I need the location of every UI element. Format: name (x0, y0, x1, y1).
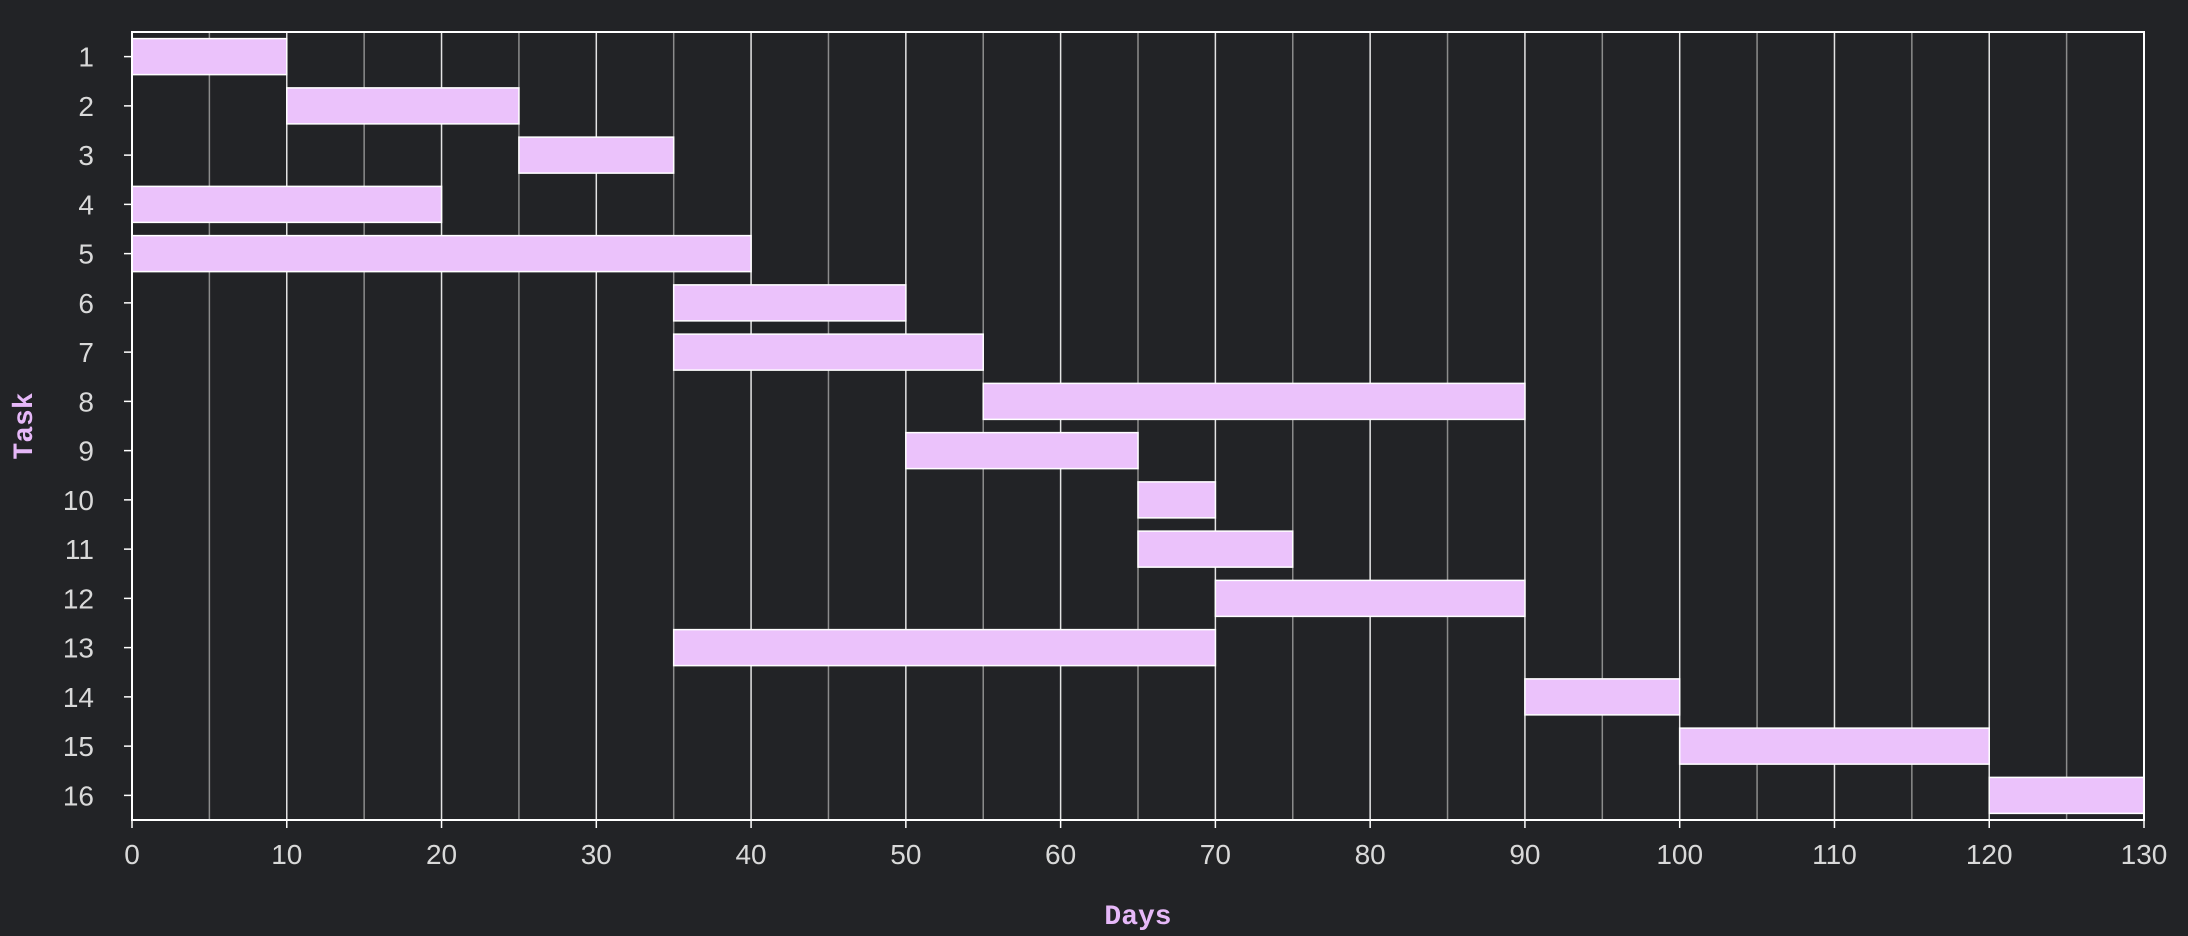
y-tick-label: 15 (63, 731, 94, 762)
y-tick-label: 10 (63, 485, 94, 516)
task-bars (131, 37, 2145, 815)
task-bar-13 (672, 628, 1217, 667)
x-tick-label: 0 (124, 839, 140, 870)
task-bar-8 (982, 382, 1526, 421)
x-tick-label: 120 (1966, 839, 2013, 870)
y-tick-label: 2 (78, 91, 94, 122)
task-bar-16 (1988, 776, 2145, 815)
y-tick-label: 6 (78, 288, 94, 319)
y-tick-label: 1 (78, 42, 94, 73)
y-tick-label: 12 (63, 583, 94, 614)
y-tick-label: 16 (63, 780, 94, 811)
x-tick-label: 40 (735, 839, 766, 870)
x-tick-label: 20 (426, 839, 457, 870)
task-bar-10 (1137, 481, 1217, 519)
task-bar-9 (905, 431, 1139, 470)
x-tick-label: 60 (1045, 839, 1076, 870)
task-bar-5 (131, 234, 752, 273)
x-tick-label: 80 (1355, 839, 1386, 870)
x-tick-label: 50 (890, 839, 921, 870)
plot-frame (131, 31, 2145, 821)
y-tick-label: 11 (65, 534, 94, 565)
x-tick-label: 100 (1656, 839, 1703, 870)
y-tick-label: 5 (78, 239, 94, 270)
y-tick-label: 13 (63, 633, 94, 664)
y-axis-title: Task (10, 392, 41, 459)
y-tick-label: 7 (78, 337, 94, 368)
task-bar-14 (1524, 678, 1681, 716)
task-bar-2 (286, 87, 520, 125)
minor-grid (208, 32, 2068, 820)
y-tick-label: 9 (78, 436, 94, 467)
task-bar-15 (1678, 727, 1990, 765)
task-bar-4 (131, 185, 443, 224)
x-axis-ticks: 0 10 20 30 40 50 60 70 80 90 100 110 120 130 (124, 820, 2167, 870)
task-bar-7 (672, 333, 984, 371)
task-bar-12 (1214, 579, 1526, 618)
y-tick-label: 8 (78, 386, 94, 417)
task-bar-3 (518, 136, 675, 174)
y-tick-label: 14 (63, 682, 94, 713)
x-tick-label: 90 (1509, 839, 1540, 870)
x-tick-label: 70 (1200, 839, 1231, 870)
x-tick-label: 10 (271, 839, 302, 870)
y-tick-label: 4 (78, 189, 94, 220)
y-tick-label: 3 (78, 140, 94, 171)
x-axis-title: Days (1104, 902, 1171, 933)
x-tick-label: 130 (2121, 839, 2168, 870)
x-tick-label: 110 (1812, 839, 1857, 870)
x-tick-label: 30 (581, 839, 612, 870)
task-bar-11 (1137, 530, 1294, 568)
task-bar-1 (131, 37, 288, 76)
task-bar-6 (672, 284, 907, 322)
